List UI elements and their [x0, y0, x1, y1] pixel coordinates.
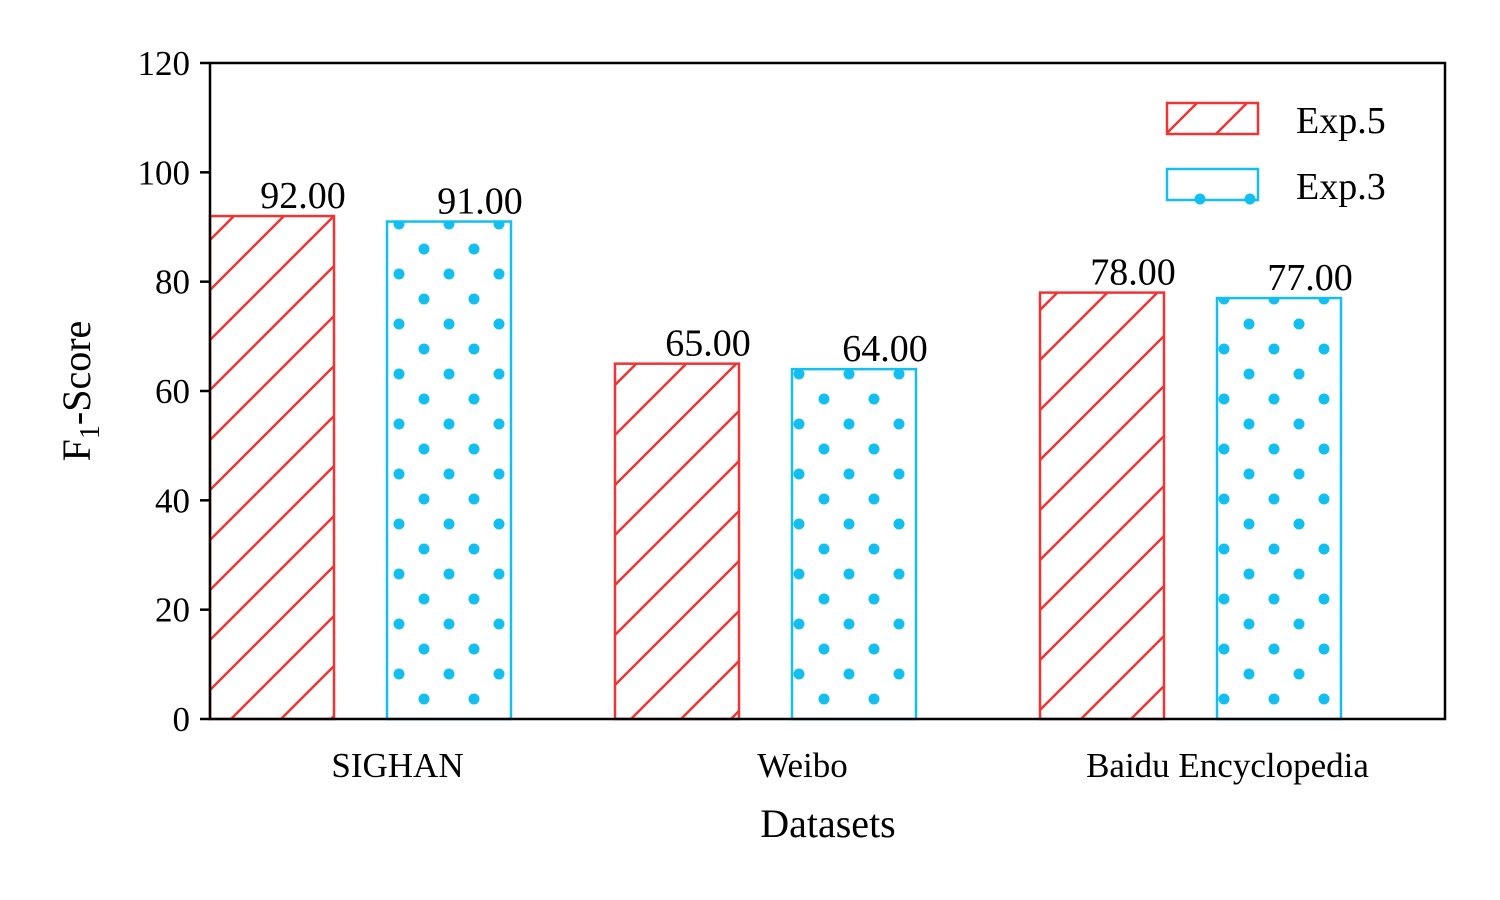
x-tick-label: Weibo: [757, 746, 848, 785]
y-tick-label: 60: [155, 372, 190, 411]
y-axis-label-main: F: [54, 439, 99, 461]
y-axis-label: F1-Score: [54, 321, 106, 462]
value-label: 65.00: [665, 323, 751, 365]
value-label: 92.00: [260, 175, 346, 217]
y-axis-label-rest: -Score: [54, 321, 99, 425]
bar-exp5-sighan: [208, 214, 336, 721]
y-tick-label: 40: [155, 481, 190, 520]
bar-exp3-sighan: [385, 220, 513, 721]
value-labels-layer: 92.00 65.00 78.00 91.00 64.00 77.00: [260, 175, 1353, 370]
bar-exp3-baidu-encyclopedia: [1215, 296, 1343, 721]
y-tick-label: 0: [173, 700, 191, 739]
y-tick-label: 100: [138, 153, 191, 192]
legend-label-exp5: Exp.5: [1296, 100, 1386, 142]
legend-swatch-exp5: [1165, 101, 1260, 136]
value-label: 77.00: [1267, 257, 1353, 299]
y-axis-label-subscript: 1: [75, 425, 106, 439]
x-tick-label: Baidu Encyclopedia: [1086, 746, 1369, 785]
bar-exp5-weibo: [613, 362, 741, 721]
bars-layer: [208, 214, 1343, 721]
legend-label-exp3: Exp.3: [1296, 166, 1386, 208]
legend-swatch-exp3: [1165, 167, 1260, 202]
legend-dot-exp3: [1244, 193, 1256, 205]
y-tick-label: 120: [138, 44, 191, 83]
x-tick-label: SIGHAN: [331, 746, 463, 785]
value-label: 78.00: [1090, 252, 1176, 294]
legend: Exp.5 Exp.3: [1165, 100, 1386, 208]
value-label: 91.00: [437, 181, 523, 223]
x-axis: SIGHAN Weibo Baidu Encyclopedia: [331, 746, 1369, 785]
x-axis-label: Datasets: [760, 801, 896, 846]
y-tick-label: 80: [155, 263, 190, 302]
legend-dot-exp3: [1194, 193, 1206, 205]
y-tick-label: 20: [155, 591, 190, 630]
bar-exp5-baidu-encyclopedia: [1038, 291, 1166, 721]
bar-exp3-weibo: [790, 367, 918, 721]
y-axis: 0 20 40 60 80 100 120: [138, 44, 210, 739]
value-label: 64.00: [842, 328, 928, 370]
